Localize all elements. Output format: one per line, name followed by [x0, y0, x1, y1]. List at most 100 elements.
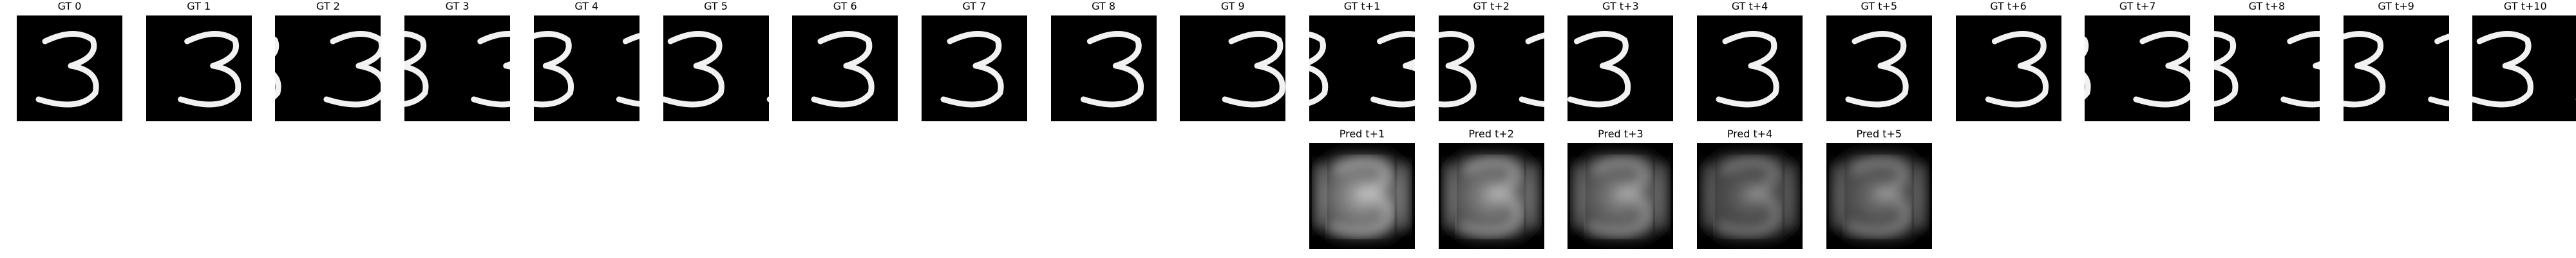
gt-frame: GT t+7	[2085, 0, 2191, 121]
blur-band	[1571, 163, 1585, 230]
digit-glyph	[811, 31, 875, 108]
frame-label: GT 6	[833, 0, 857, 12]
frame-image	[1826, 143, 1932, 249]
blur-band	[1313, 163, 1326, 230]
frame-image	[1309, 15, 1415, 121]
frame-image	[1697, 15, 1803, 121]
frame-label: Pred t+3	[1598, 128, 1643, 140]
blur-band	[1656, 163, 1670, 230]
gt-frame: GT 8	[1050, 0, 1157, 121]
digit-glyph	[1716, 31, 1779, 108]
frame-label: GT t+5	[1861, 0, 1898, 12]
frame-label: GT 2	[316, 0, 340, 12]
gt-frame: GT 6	[792, 0, 898, 121]
digit-glyph	[1222, 31, 1285, 108]
digit-glyph	[275, 31, 381, 108]
frame-image	[2472, 15, 2576, 121]
digit-glyph	[663, 31, 769, 108]
pred-frame: Pred t+4	[1697, 128, 1803, 249]
digit-glyph	[404, 31, 511, 108]
frame-label: Pred t+1	[1339, 128, 1385, 140]
pred-frame: Pred t+1	[1309, 128, 1415, 249]
frame-image	[1697, 143, 1803, 249]
frame-image	[2213, 15, 2320, 121]
frame-label: GT t+2	[1473, 0, 1510, 12]
frame-image	[663, 15, 769, 121]
gt-frame: GT t+8	[2213, 0, 2320, 121]
frame-image	[533, 15, 639, 121]
frame-label: GT 3	[445, 0, 469, 12]
gt-frame: GT 2	[275, 0, 381, 121]
gt-frame: GT t+6	[1955, 0, 2061, 121]
digit-glyph	[1842, 156, 1911, 237]
frame-label: GT 1	[187, 0, 211, 12]
digit-glyph	[1714, 156, 1782, 237]
digit-glyph	[1326, 156, 1394, 237]
frame-image	[1309, 143, 1415, 249]
frame-image	[1438, 15, 1544, 121]
frame-image	[404, 15, 511, 121]
gt-frame: GT 5	[663, 0, 769, 121]
blur-band	[1527, 163, 1540, 230]
frame-image	[1050, 15, 1157, 121]
frame-label: GT 8	[1092, 0, 1116, 12]
frame-image	[146, 15, 252, 121]
digit-glyph	[1455, 156, 1523, 237]
frame-image	[1567, 143, 1674, 249]
frame-image	[17, 15, 122, 121]
frame-label: GT t+7	[2119, 0, 2156, 12]
gt-frame: GT t+1	[1309, 0, 1415, 121]
pred-frame: Pred t+2	[1438, 128, 1544, 249]
frame-label: GT t+1	[1343, 0, 1381, 12]
frame-image	[1826, 15, 1932, 121]
gt-frame: GT t+2	[1438, 0, 1544, 121]
blur-band	[1786, 163, 1799, 230]
digit-glyph	[1080, 31, 1144, 108]
gt-frame: GT t+9	[2343, 0, 2449, 121]
gt-frame: GT t+3	[1567, 0, 1674, 121]
frame-label: GT 4	[574, 0, 599, 12]
frame-label: GT t+6	[1990, 0, 2027, 12]
digit-glyph	[2343, 31, 2449, 108]
digit-glyph	[2213, 31, 2320, 108]
frame-label: GT 7	[962, 0, 987, 12]
frame-label: GT 5	[704, 0, 728, 12]
frame-label: GT t+4	[1731, 0, 1768, 12]
gt-frame: GT t+5	[1826, 0, 1932, 121]
digit-glyph	[1309, 31, 1415, 108]
digit-glyph	[177, 31, 241, 108]
gt-frame: GT 0	[17, 0, 122, 121]
frame-image	[921, 15, 1027, 121]
blur-band	[1830, 163, 1843, 230]
frame-image	[1180, 15, 1286, 121]
digit-glyph	[1438, 31, 1544, 108]
frame-image	[1955, 15, 2061, 121]
frame-label: GT t+8	[2248, 0, 2286, 12]
frame-label: GT t+3	[1602, 0, 1639, 12]
blur-band	[1701, 163, 1714, 230]
frame-label: Pred t+5	[1856, 128, 1902, 140]
digit-glyph	[1845, 31, 1909, 108]
frame-image	[2085, 15, 2191, 121]
digit-glyph	[35, 31, 99, 108]
digit-glyph	[2472, 31, 2576, 108]
gt-frame: GT 7	[921, 0, 1027, 121]
frame-label: GT t+9	[2378, 0, 2414, 12]
digit-glyph	[2085, 31, 2191, 108]
frame-image	[275, 15, 381, 121]
blur-band	[1398, 163, 1411, 230]
digit-glyph	[533, 31, 639, 108]
gt-frame: GT 3	[404, 0, 511, 121]
pred-frame: Pred t+3	[1567, 128, 1674, 249]
frame-label: Pred t+2	[1468, 128, 1514, 140]
frame-image	[1567, 15, 1674, 121]
pred-frame: Pred t+5	[1826, 128, 1932, 249]
gt-frame: GT t+4	[1697, 0, 1803, 121]
frame-image	[2343, 15, 2449, 121]
digit-glyph	[1567, 31, 1674, 108]
digit-glyph	[1584, 156, 1653, 237]
frame-label: GT 0	[57, 0, 82, 12]
frame-label: GT t+10	[2503, 0, 2547, 12]
frame-label: GT 9	[1220, 0, 1245, 12]
frame-image	[1438, 143, 1544, 249]
